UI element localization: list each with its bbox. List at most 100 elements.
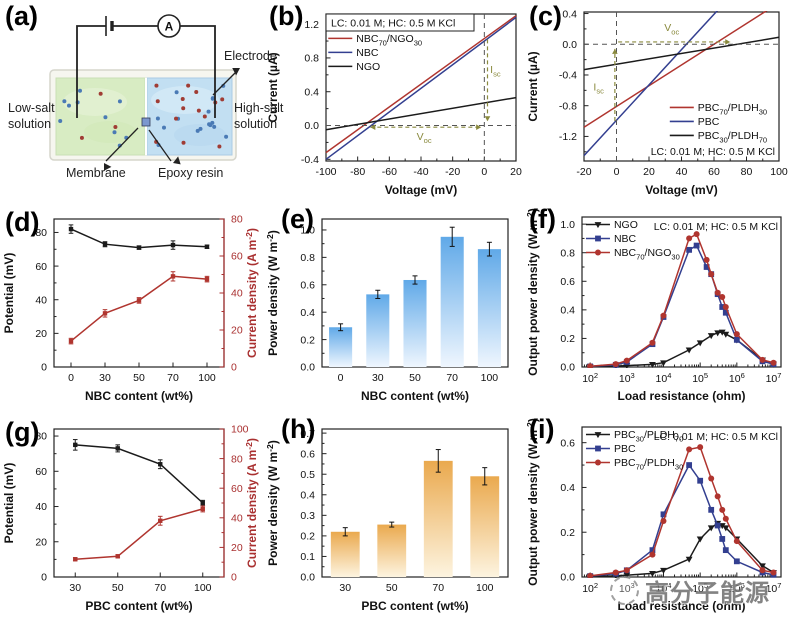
bar	[440, 236, 464, 367]
svg-text:105: 105	[692, 581, 708, 595]
potential-current-chart-nbc: 0 30 50 70 100 NBC content (wt%) 0 20 40 60 80 Pote…	[2, 214, 259, 403]
svg-text:Epoxy resin: Epoxy resin	[158, 166, 223, 180]
svg-text:Output power density (W m-2): Output power density (W m-2)	[525, 208, 540, 376]
bar	[377, 524, 407, 577]
svg-text:-0.8: -0.8	[559, 100, 577, 112]
svg-text:PBC: PBC	[698, 116, 720, 128]
legend: NGO NBC NBC70/NGO30	[585, 219, 680, 261]
svg-text:107: 107	[766, 371, 782, 385]
wire-left	[76, 25, 106, 118]
svg-text:50: 50	[409, 372, 421, 384]
plot-frame	[321, 428, 509, 578]
plot-area-f: 102 103 104 105 106 107 Load resistance (ohm) 0…	[525, 208, 782, 403]
bar	[329, 327, 353, 367]
ions	[58, 83, 229, 149]
svg-text:0.0: 0.0	[300, 362, 315, 374]
svg-text:-0.4: -0.4	[559, 70, 577, 82]
svg-text:LC: 0.01 M; HC: 0.5 M KCl: LC: 0.01 M; HC: 0.5 M KCl	[654, 431, 778, 443]
svg-text:0.7: 0.7	[300, 428, 315, 440]
svg-text:100: 100	[770, 166, 788, 178]
svg-text:0.8: 0.8	[300, 252, 315, 264]
svg-text:0.4: 0.4	[560, 305, 575, 317]
panel-c: (c) -20 0 20 40 60 80 100 Voltage (mV) -1.2 -0.8-…	[524, 0, 791, 203]
series-3	[325, 96, 517, 131]
svg-text:PBC: PBC	[614, 443, 636, 455]
svg-text:70: 70	[446, 372, 458, 384]
series-3	[587, 231, 777, 368]
svg-text:PBC content (wt%): PBC content (wt%)	[85, 599, 192, 613]
svg-text:NGO: NGO	[356, 61, 380, 73]
svg-text:0.4: 0.4	[560, 482, 575, 494]
panel-b: (b) -100 -80 -60 -40 -20 0 20 Voltage (mV) -0.4 0…	[264, 0, 524, 203]
annotations: Isc Voc	[326, 14, 516, 161]
svg-text:70: 70	[432, 582, 444, 594]
svg-text:80: 80	[741, 166, 753, 178]
svg-text:70: 70	[154, 582, 166, 594]
svg-text:Voltage (mV): Voltage (mV)	[645, 183, 717, 197]
svg-text:A: A	[165, 20, 174, 34]
svg-text:104: 104	[656, 371, 672, 385]
watermark-logo-icon	[610, 576, 639, 605]
svg-text:-40: -40	[413, 166, 428, 178]
svg-text:-1.2: -1.2	[559, 131, 577, 143]
series-3	[583, 36, 780, 71]
svg-text:0.2: 0.2	[300, 531, 315, 543]
svg-text:Current (µA): Current (µA)	[526, 51, 540, 121]
panel-label-f: (f)	[529, 204, 556, 234]
svg-text:0: 0	[41, 362, 47, 374]
x-axis: -20 0 20 40 60 80 100 Voltage (mV)	[576, 156, 788, 197]
bar	[403, 279, 427, 367]
svg-text:-80: -80	[350, 166, 365, 178]
bar	[366, 294, 390, 367]
svg-text:0.6: 0.6	[300, 448, 315, 460]
svg-text:60: 60	[708, 166, 720, 178]
svg-text:Current density (A m-2): Current density (A m-2)	[244, 228, 259, 358]
x-axis: 0 30 50 70 100 NBC content (wt%)	[338, 362, 498, 403]
svg-text:0.4: 0.4	[304, 86, 319, 98]
y-axis: 0.0 0.2 0.4 0.6 Output power density (W m-2)	[525, 418, 587, 586]
svg-text:20: 20	[231, 325, 243, 337]
svg-text:100: 100	[476, 582, 494, 594]
panel-label-d: (d)	[5, 207, 40, 237]
svg-text:PBC30/PLDH70: PBC30/PLDH70	[698, 130, 767, 144]
series-3	[587, 444, 777, 578]
svg-text:0.8: 0.8	[560, 247, 575, 259]
svg-text:LC: 0.01 M; HC: 0.5 M KCl: LC: 0.01 M; HC: 0.5 M KCl	[651, 146, 775, 158]
svg-text:20: 20	[35, 536, 47, 548]
svg-text:Power density (W m-2): Power density (W m-2)	[265, 230, 280, 356]
svg-text:50: 50	[386, 582, 398, 594]
svg-text:PBC70/PLDH30: PBC70/PLDH30	[614, 457, 683, 471]
svg-text:Output power density (W m-2): Output power density (W m-2)	[525, 418, 540, 586]
svg-text:40: 40	[35, 294, 47, 306]
panel-h: (h) 30 50 70 100 PBC content (wt%) 0.0 0.1 0.2 0…	[264, 413, 524, 627]
svg-text:0: 0	[41, 572, 47, 584]
plot-frame	[53, 428, 225, 578]
svg-text:-20: -20	[576, 166, 591, 178]
svg-text:0.8: 0.8	[304, 53, 319, 65]
svg-text:40: 40	[676, 166, 688, 178]
svg-text:NBC70/NGO30: NBC70/NGO30	[614, 247, 680, 261]
svg-text:Voltage (mV): Voltage (mV)	[385, 183, 457, 197]
y-axis: 0 20 40 60 80 Potential (mV)	[2, 431, 59, 584]
svg-text:0.4: 0.4	[300, 489, 315, 501]
svg-text:20: 20	[35, 328, 47, 340]
svg-text:0: 0	[614, 166, 620, 178]
svg-text:0.2: 0.2	[560, 333, 575, 345]
svg-text:105: 105	[692, 371, 708, 385]
svg-text:0.0: 0.0	[300, 572, 315, 584]
series-2	[72, 505, 206, 562]
svg-text:Load resistance (ohm): Load resistance (ohm)	[617, 389, 745, 403]
svg-text:80: 80	[35, 431, 47, 443]
svg-text:50: 50	[133, 372, 145, 384]
svg-text:Load resistance (ohm): Load resistance (ohm)	[617, 599, 745, 613]
y-axis: 0.0 0.1 0.2 0.3 0.4 0.5 0.6 0.7 Power density (W…	[265, 428, 327, 584]
plot-frame	[581, 426, 782, 578]
svg-text:60: 60	[35, 261, 47, 273]
svg-text:Low-salt: Low-salt	[8, 101, 55, 115]
